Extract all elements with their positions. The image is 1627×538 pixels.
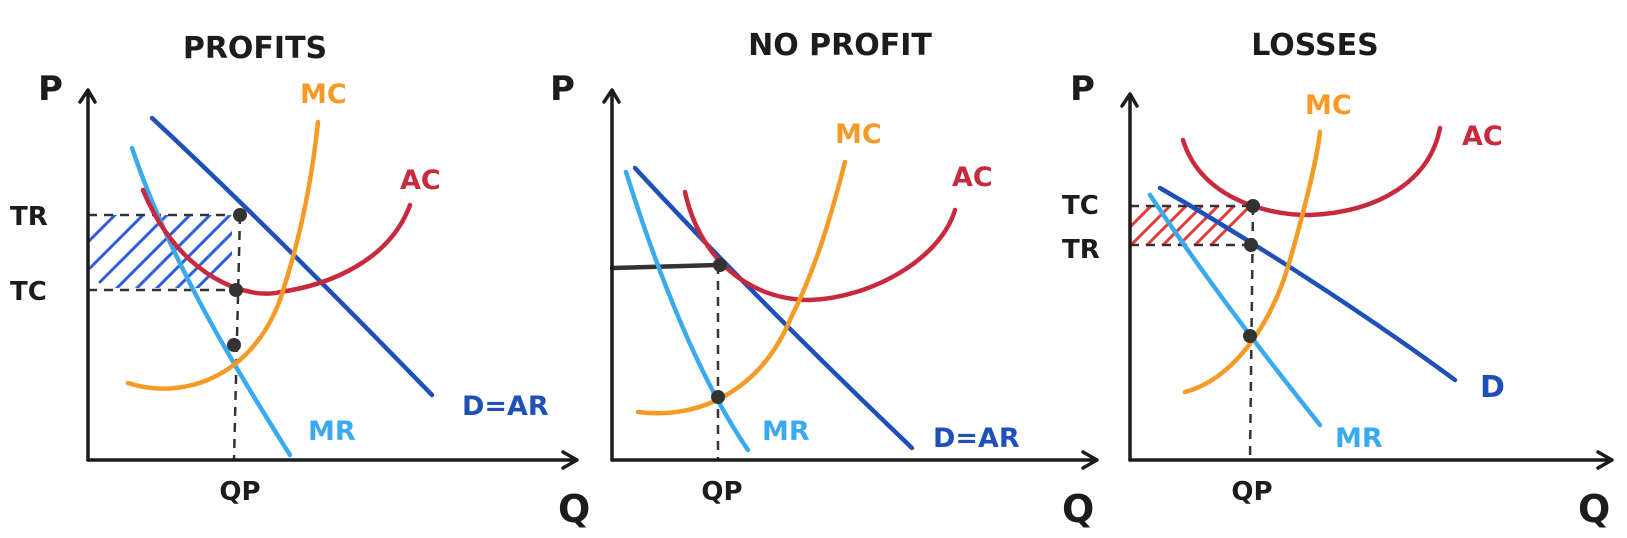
- ac-curve: [1180, 125, 1443, 218]
- tc-point: [1246, 199, 1260, 213]
- ac-label: AC: [400, 165, 441, 196]
- mc-label: MC: [300, 79, 347, 110]
- ac-label: AC: [952, 162, 993, 193]
- mr-curve: [1147, 192, 1323, 428]
- mc-label: MC: [835, 119, 882, 150]
- demand-curve: [632, 165, 915, 451]
- panel-title: NO PROFIT: [748, 28, 932, 63]
- panel-title: PROFITS: [183, 31, 327, 66]
- mc-curve: [635, 159, 848, 416]
- y-axis-label: P: [1070, 69, 1095, 109]
- panel-title: LOSSES: [1251, 28, 1379, 63]
- mr-label: MR: [762, 416, 810, 447]
- mr-label: MR: [308, 416, 356, 447]
- tick-qp: QP: [701, 477, 742, 507]
- tr-point: [1244, 238, 1258, 252]
- demand-label: D: [1480, 370, 1505, 405]
- mc-mr-intersection: [1243, 329, 1257, 343]
- tick-tr: TR: [1062, 235, 1100, 265]
- x-axis-label: Q: [558, 487, 590, 531]
- panel-no-profit: NO PROFIT P Q QP MC AC D=AR MR: [550, 28, 1099, 531]
- mc-label: MC: [1305, 90, 1352, 121]
- profit-area: [88, 215, 232, 288]
- ac-ar-tangency-point: [713, 258, 727, 272]
- demand-label: D=AR: [462, 391, 549, 422]
- mc-mr-intersection: [227, 338, 241, 352]
- y-axis-label: P: [38, 69, 63, 109]
- mr-curve: [623, 169, 751, 453]
- demand-curve: [1157, 185, 1458, 383]
- ac-label: AC: [1462, 121, 1503, 152]
- tick-tc: TC: [1062, 191, 1099, 221]
- price-line: [609, 262, 721, 271]
- tick-qp: QP: [1231, 477, 1272, 507]
- x-axis: [610, 450, 1099, 470]
- panel-losses: LOSSES: [1062, 28, 1614, 531]
- mr-curve: [129, 145, 293, 458]
- y-axis: [1120, 92, 1139, 462]
- tick-tc: TC: [10, 277, 47, 307]
- tick-qp: QP: [219, 477, 260, 507]
- y-axis-label: P: [550, 69, 575, 109]
- demand-curve: [149, 115, 435, 398]
- tick-tr: TR: [10, 202, 48, 232]
- ac-curve: [140, 187, 413, 296]
- demand-label: D=AR: [933, 423, 1020, 454]
- x-axis-label: Q: [1578, 487, 1610, 531]
- y-axis: [602, 88, 621, 462]
- x-axis: [86, 450, 579, 470]
- loss-area: [1130, 206, 1250, 245]
- x-axis-label: Q: [1062, 487, 1094, 531]
- y-axis: [78, 88, 97, 462]
- qp-guide: [232, 214, 242, 461]
- x-axis: [1128, 450, 1614, 470]
- panel-profits: PROFITS: [10, 31, 590, 531]
- mc-mr-intersection: [711, 390, 725, 404]
- qp-guide: [1248, 205, 1255, 461]
- tr-point: [233, 208, 247, 222]
- mr-label: MR: [1335, 423, 1383, 454]
- ac-curve: [682, 189, 958, 303]
- tc-point: [229, 283, 243, 297]
- mc-curve: [125, 119, 321, 391]
- mc-curve: [1182, 129, 1323, 395]
